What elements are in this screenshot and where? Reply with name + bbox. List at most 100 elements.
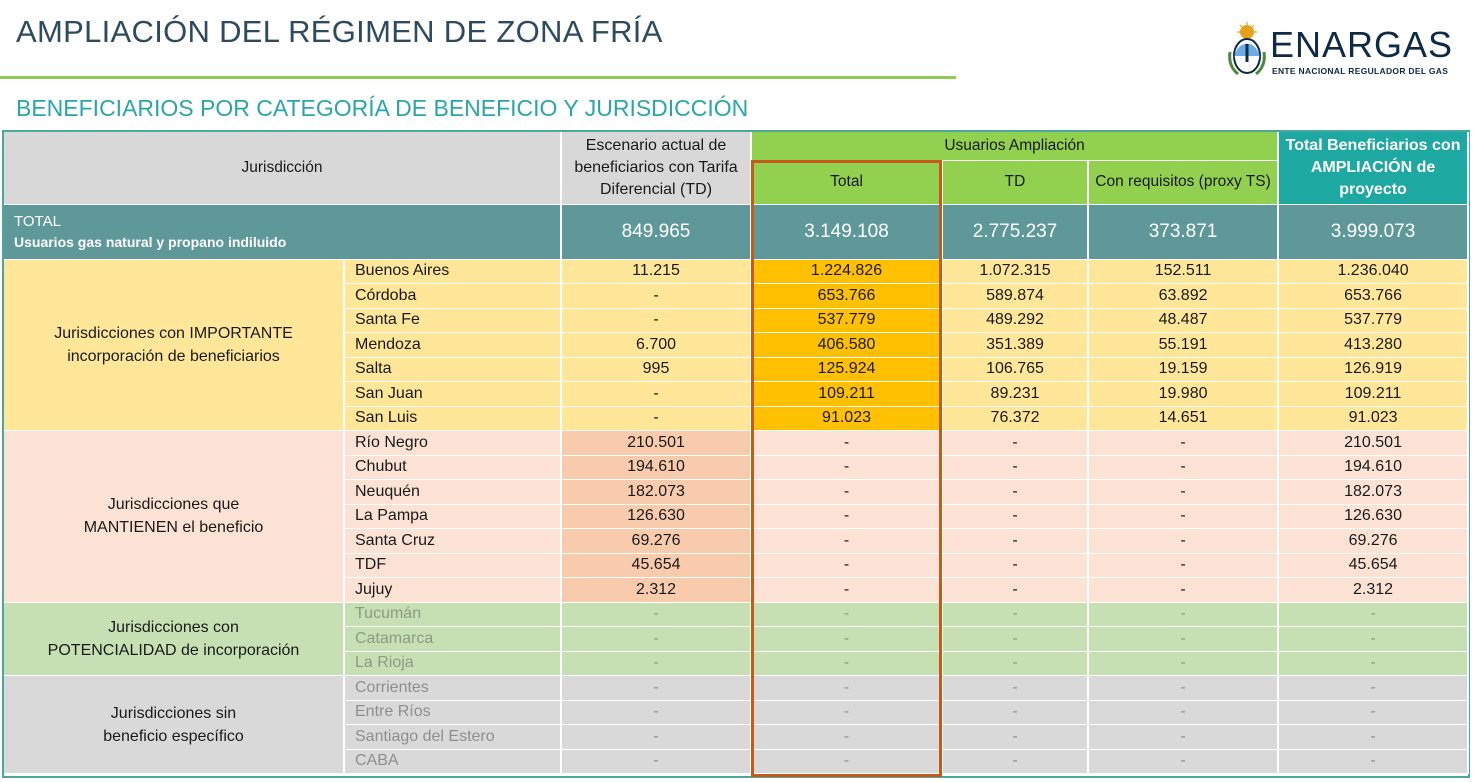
ampliacion-td-cell: - (942, 602, 1090, 627)
group-label-line-2: incorporación de beneficiarios (67, 347, 280, 365)
table-row: Entre Ríos - - - - - (4, 700, 1470, 725)
escenario-cell: - (561, 749, 753, 774)
ampliacion-total-cell: - (751, 626, 944, 652)
argentina-coat-of-arms-icon (1228, 22, 1266, 76)
con-requisitos-cell: - (1088, 626, 1280, 652)
group-label-line-1: Jurisdicciones sin (110, 704, 237, 722)
total-label: TOTAL (14, 212, 61, 230)
total-beneficiarios-cell: - (1278, 651, 1470, 676)
group-label-line-1: Jurisdicciones con (108, 618, 239, 636)
group-label-line-2: beneficio específico (103, 727, 244, 745)
ampliacion-total-cell: - (751, 455, 944, 480)
jurisdiction-name: Salta (344, 357, 563, 382)
escenario-cell: - (561, 406, 753, 431)
jurisdiction-name: Jujuy (344, 577, 563, 603)
ampliacion-td-cell: - (942, 626, 1090, 652)
ampliacion-td-cell: 89.231 (942, 381, 1090, 407)
table-row: TDF 45.654- - -45.654 (4, 553, 1470, 578)
ampliacion-td-cell: - (942, 651, 1090, 676)
total-label-cell: TOTAL Usuarios gas natural y propano ind… (4, 204, 563, 260)
total-beneficiarios-cell: 109.211 (1278, 381, 1470, 407)
con-requisitos-cell: - (1088, 577, 1280, 603)
header-row-1: Jurisdicción Escenario actual de benefic… (4, 132, 1470, 205)
table-row: Santa Fe -537.779 489.292 48.487 537.779 (4, 308, 1470, 333)
header-total: Total (751, 160, 944, 205)
jurisdiction-name: Santa Cruz (344, 528, 563, 554)
escenario-cell: 210.501 (561, 430, 753, 456)
total-beneficiarios-cell: - (1278, 602, 1470, 627)
con-requisitos-cell: - (1088, 651, 1280, 676)
header-td: TD (942, 160, 1090, 205)
group-label: Jurisdicciones con POTENCIALIDAD de incor… (4, 602, 345, 676)
con-requisitos-cell: - (1088, 749, 1280, 774)
total-beneficiarios-cell: 45.654 (1278, 553, 1470, 578)
escenario-cell: 11.215 (561, 259, 753, 284)
group-label: Jurisdicciones sin beneficio específico (4, 675, 345, 774)
ampliacion-total-cell: - (751, 651, 944, 676)
escenario-cell: 182.073 (561, 479, 753, 505)
jurisdiction-name: San Juan (344, 381, 563, 407)
group-label: Jurisdicciones que MANTIENEN el beneficio (4, 430, 345, 603)
ampliacion-total-cell: 91.023 (751, 406, 944, 431)
jurisdiction-name: Chubut (344, 455, 563, 480)
ampliacion-total-cell: - (751, 479, 944, 505)
ampliacion-total-cell: 109.211 (751, 381, 944, 407)
ampliacion-total-cell: - (751, 724, 944, 750)
total-row: TOTAL Usuarios gas natural y propano ind… (4, 204, 1470, 260)
escenario-cell: - (561, 675, 753, 701)
ampliacion-td-cell: - (942, 675, 1090, 701)
table-row: Jurisdicciones que MANTIENEN el beneficio… (4, 430, 1470, 603)
logo-wordmark: ENARGAS (1270, 24, 1454, 65)
escenario-cell: 6.700 (561, 332, 753, 358)
beneficiaries-table: Jurisdicción Escenario actual de benefic… (4, 132, 1470, 774)
section-subtitle: BENEFICIARIOS POR CATEGORÍA DE BENEFICIO… (16, 95, 749, 121)
escenario-cell: - (561, 308, 753, 333)
escenario-cell: - (561, 283, 753, 309)
ampliacion-td-cell: 351.389 (942, 332, 1090, 358)
escenario-cell: - (561, 651, 753, 676)
table-row: Santiago del Estero - - - - - (4, 724, 1470, 750)
ampliacion-total-cell: - (751, 577, 944, 603)
ampliacion-total-cell: 653.766 (751, 283, 944, 309)
jurisdiction-name: Corrientes (344, 675, 563, 701)
header-row-2: Total TD Con requisitos (proxy TS) (4, 160, 1468, 205)
escenario-cell: 2.312 (561, 577, 753, 603)
con-requisitos-cell: 63.892 (1088, 283, 1280, 309)
jurisdiction-name: Entre Ríos (344, 700, 563, 725)
table-row: Jujuy 2.312- - -2.312 (4, 577, 1470, 603)
jurisdiction-name: CABA (344, 749, 563, 774)
con-requisitos-cell: - (1088, 724, 1280, 750)
ampliacion-total-cell: - (751, 430, 944, 456)
total-beneficiarios-cell: 210.501 (1278, 430, 1470, 456)
jurisdiction-name: Mendoza (344, 332, 563, 358)
ampliacion-td-cell: 489.292 (942, 308, 1090, 333)
jurisdiction-name: Santiago del Estero (344, 724, 563, 750)
total-beneficiarios-cell: - (1278, 626, 1470, 652)
con-requisitos-cell: - (1088, 455, 1280, 480)
escenario-cell: 995 (561, 357, 753, 382)
table-row: Neuquén 182.073- - -182.073 (4, 479, 1470, 505)
group-label-line-1: Jurisdicciones con IMPORTANTE (54, 324, 293, 342)
jurisdiction-name: Neuquén (344, 479, 563, 505)
jurisdiction-name: Santa Fe (344, 308, 563, 333)
logo-subtitle: ENTE NACIONAL REGULADOR DEL GAS (1272, 66, 1449, 76)
escenario-cell: - (561, 602, 753, 627)
con-requisitos-cell: - (1088, 700, 1280, 725)
ampliacion-td-cell: - (942, 553, 1090, 578)
con-requisitos-cell: - (1088, 553, 1280, 578)
ampliacion-td-cell: - (942, 577, 1090, 603)
total-beneficiarios-cell: 653.766 (1278, 283, 1470, 309)
con-requisitos-cell: - (1088, 528, 1280, 554)
ampliacion-td-cell: - (942, 700, 1090, 725)
jurisdiction-name: La Rioja (344, 651, 563, 676)
escenario-cell: - (561, 700, 753, 725)
table-row: Córdoba -653.766 589.874 63.892 653.766 (4, 283, 1470, 309)
header-total-beneficiarios: Total Beneficiarios con AMPLIACIÓN de pr… (1278, 132, 1470, 205)
ampliacion-total-cell: 125.924 (751, 357, 944, 382)
jurisdiction-name: Tucumán (344, 602, 563, 627)
escenario-cell: 194.610 (561, 455, 753, 480)
ampliacion-td-cell: - (942, 749, 1090, 774)
jurisdiction-name: Catamarca (344, 626, 563, 652)
ampliacion-td-cell: 1.072.315 (942, 259, 1090, 284)
title-divider (0, 76, 956, 79)
